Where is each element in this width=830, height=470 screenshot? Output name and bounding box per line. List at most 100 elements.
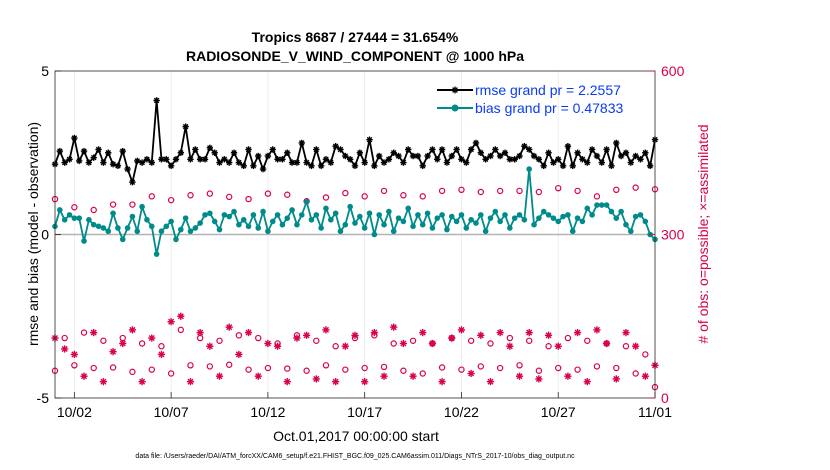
obs-possible-point [458,366,465,373]
rmse-point [327,159,335,166]
obs-possible-point [380,363,388,371]
star-stroke [216,373,223,380]
star-stroke [294,159,300,166]
obs-assimilated-point [428,339,437,348]
bias-point [173,236,179,243]
star-stroke [182,123,189,130]
bias-point [628,228,634,235]
rmse-point [172,156,180,163]
star-stroke [574,329,581,336]
rmse-point [593,152,601,160]
rmse-point [506,156,514,163]
obs-assimilated-point [593,326,601,334]
star-stroke [255,153,261,159]
star-stroke [240,163,247,169]
bias-point [598,202,605,208]
obs-possible-point [632,184,639,191]
rmse-point [646,162,654,170]
star-stroke [545,149,552,156]
star-stroke [390,149,397,156]
star-stroke [264,340,271,347]
obs-possible-point [632,370,639,377]
obs-assimilated-point [515,372,524,380]
bias-point [632,213,639,220]
bias-point [265,228,271,235]
bias-point [497,218,503,225]
obs-assimilated-point [573,329,582,337]
obs-possible-point [584,337,591,344]
bias-point [231,208,237,215]
obs-possible-point [613,364,620,372]
rmse-point [264,152,272,160]
star-stroke [632,153,639,159]
bias-point [86,216,92,223]
obs-possible-point [90,206,97,214]
rmse-point [177,149,185,156]
star-stroke [95,146,102,153]
obs-possible-point [187,192,194,199]
bias-point [119,236,126,243]
obs-assimilated-point [322,326,330,334]
rmse-point [230,149,238,156]
rmse-point [501,149,509,156]
rmse-point [221,156,228,163]
bias-point [289,207,295,213]
star-stroke [192,146,199,153]
rmse-point [158,156,165,163]
star-stroke [293,335,300,342]
bias-point [153,251,160,257]
star-stroke [589,146,595,153]
obs-assimilated-point [303,331,311,339]
star-stroke [221,156,228,163]
bias-point [182,215,189,221]
bias-point [545,212,552,218]
obs-possible-point [303,367,310,374]
bias-point [516,212,523,218]
rmse-point [429,146,436,153]
star-stroke [565,143,571,149]
rmse-point [540,162,547,170]
star-stroke [197,329,204,336]
bias-point [579,218,586,225]
rmse-point [90,154,97,161]
bias-point [526,166,532,172]
rmse-point [385,156,393,163]
rmse-point [288,159,296,166]
obs-assimilated-point [283,378,291,386]
star-stroke [405,146,411,153]
bias-point [507,225,513,231]
bias-point [187,228,194,235]
obs-possible-point [555,364,562,372]
bias-point [419,221,426,228]
rmse-point [555,156,562,163]
bias-point [550,215,557,221]
obs-possible-point [496,364,504,372]
bias-point [148,223,155,230]
star-stroke [540,163,547,169]
star-stroke [342,153,349,159]
star-stroke [395,153,402,159]
star-stroke [536,156,542,163]
bias-point [531,221,537,228]
bias-point [269,218,276,225]
rmse-point [642,149,649,156]
star-stroke [202,156,208,163]
obs-assimilated-point [409,372,417,380]
rmse-point [395,152,402,160]
obs-possible-point [109,364,117,371]
obs-possible-point [245,195,252,203]
obs-possible-point [167,196,175,204]
bias-point [90,221,97,228]
bias-point [279,221,286,228]
star-stroke [337,146,344,153]
bias-point [207,210,213,217]
obs-possible-point [642,351,649,358]
obs-possible-point [574,366,581,373]
star-stroke [429,146,436,153]
star-stroke [332,143,339,149]
star-stroke [328,159,334,166]
obs-assimilated-point [370,329,378,337]
obs-possible-point [332,343,339,350]
obs-possible-point [71,362,78,369]
